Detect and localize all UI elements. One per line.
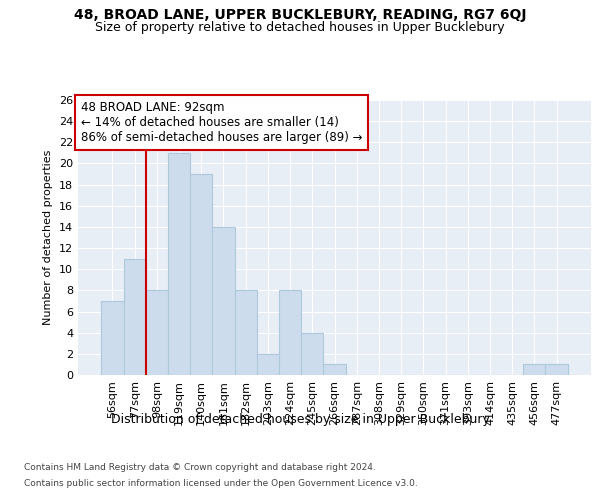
Bar [168, 153, 190, 375]
Bar [190, 174, 212, 375]
Text: Contains public sector information licensed under the Open Government Licence v3: Contains public sector information licen… [24, 479, 418, 488]
Bar [301, 332, 323, 375]
Bar [545, 364, 568, 375]
Bar [146, 290, 168, 375]
Bar [124, 258, 146, 375]
Bar [523, 364, 545, 375]
Bar [279, 290, 301, 375]
Text: Distribution of detached houses by size in Upper Bucklebury: Distribution of detached houses by size … [110, 412, 490, 426]
Bar [257, 354, 279, 375]
Text: Contains HM Land Registry data © Crown copyright and database right 2024.: Contains HM Land Registry data © Crown c… [24, 462, 376, 471]
Bar [212, 227, 235, 375]
Text: 48, BROAD LANE, UPPER BUCKLEBURY, READING, RG7 6QJ: 48, BROAD LANE, UPPER BUCKLEBURY, READIN… [74, 8, 526, 22]
Y-axis label: Number of detached properties: Number of detached properties [43, 150, 53, 325]
Bar [235, 290, 257, 375]
Bar [101, 301, 124, 375]
Text: 48 BROAD LANE: 92sqm
← 14% of detached houses are smaller (14)
86% of semi-detac: 48 BROAD LANE: 92sqm ← 14% of detached h… [80, 102, 362, 144]
Bar [323, 364, 346, 375]
Text: Size of property relative to detached houses in Upper Bucklebury: Size of property relative to detached ho… [95, 21, 505, 34]
